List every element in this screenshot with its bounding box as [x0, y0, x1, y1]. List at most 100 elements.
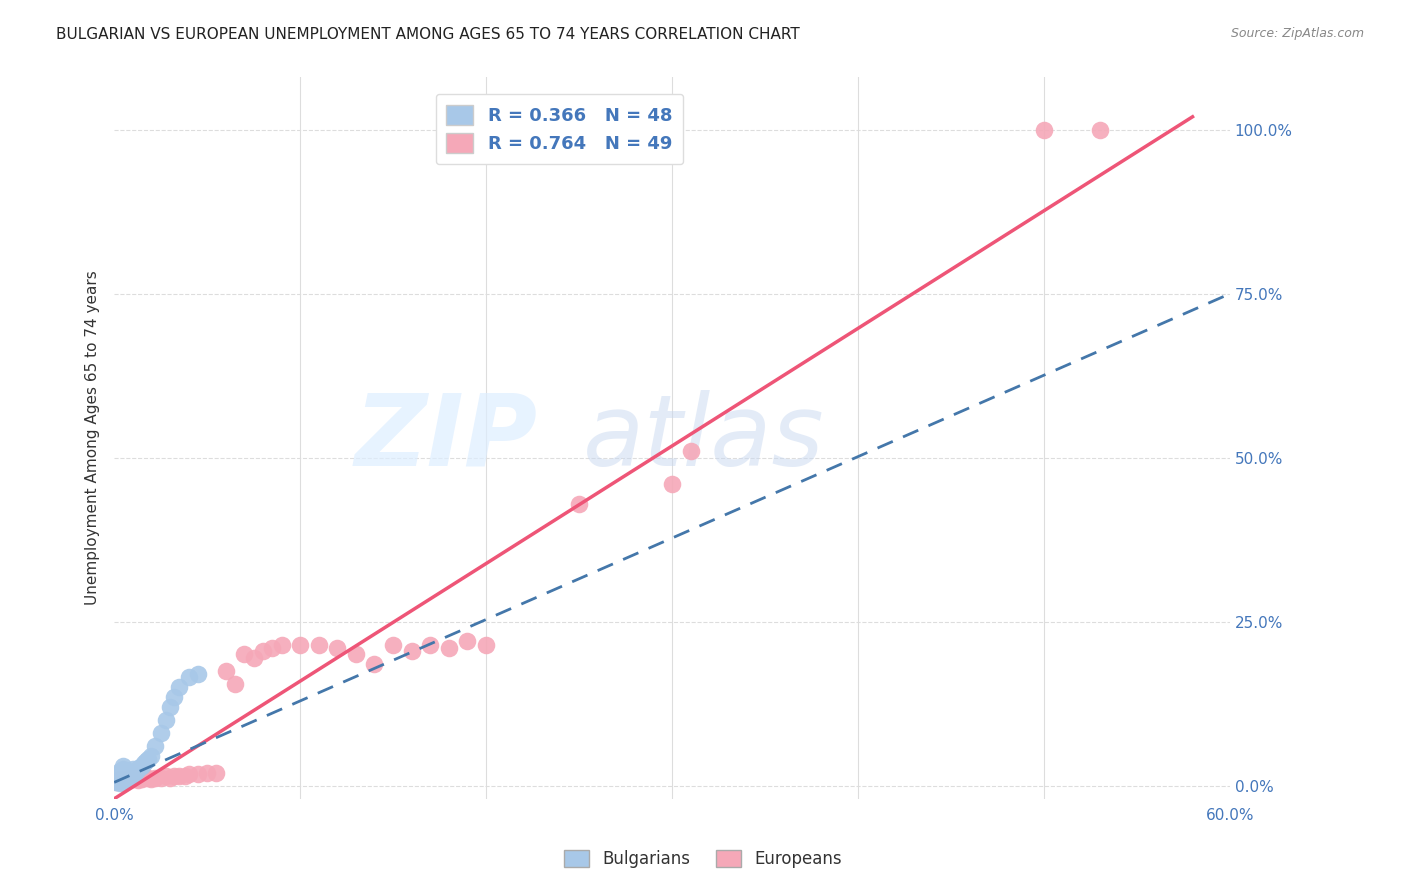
Point	[112, 772, 135, 786]
Point	[242, 650, 264, 665]
Text: BULGARIAN VS EUROPEAN UNEMPLOYMENT AMONG AGES 65 TO 74 YEARS CORRELATION CHART: BULGARIAN VS EUROPEAN UNEMPLOYMENT AMONG…	[56, 27, 800, 42]
Point	[163, 769, 186, 783]
Point	[224, 677, 246, 691]
Point	[125, 764, 148, 779]
Y-axis label: Unemployment Among Ages 65 to 74 years: Unemployment Among Ages 65 to 74 years	[86, 271, 100, 606]
Point	[114, 765, 136, 780]
Legend: Bulgarians, Europeans: Bulgarians, Europeans	[558, 843, 848, 875]
Point	[112, 759, 135, 773]
Point	[132, 756, 155, 770]
Point	[205, 765, 228, 780]
Point	[114, 770, 136, 784]
Point	[105, 772, 128, 786]
Point	[107, 775, 129, 789]
Point	[115, 769, 138, 783]
Text: ZIP: ZIP	[356, 390, 538, 487]
Point	[456, 634, 478, 648]
Point	[167, 769, 190, 783]
Point	[167, 680, 190, 694]
Point	[326, 640, 349, 655]
Point	[108, 766, 131, 780]
Point	[118, 767, 141, 781]
Point	[215, 664, 238, 678]
Point	[262, 640, 284, 655]
Point	[124, 765, 146, 780]
Point	[108, 772, 131, 787]
Legend: R = 0.366   N = 48, R = 0.764   N = 49: R = 0.366 N = 48, R = 0.764 N = 49	[436, 94, 683, 164]
Point	[111, 768, 134, 782]
Point	[111, 774, 134, 789]
Point	[105, 775, 128, 789]
Point	[177, 670, 200, 684]
Point	[288, 638, 311, 652]
Point	[121, 767, 143, 781]
Point	[159, 771, 181, 785]
Point	[105, 769, 128, 783]
Point	[173, 769, 195, 783]
Point	[679, 444, 702, 458]
Point	[163, 690, 186, 705]
Point	[112, 769, 135, 783]
Point	[127, 762, 149, 776]
Point	[108, 776, 131, 790]
Point	[135, 754, 157, 768]
Point	[177, 767, 200, 781]
Point	[120, 772, 142, 786]
Point	[121, 772, 143, 786]
Point	[252, 644, 274, 658]
Point	[155, 769, 177, 783]
Point	[131, 772, 153, 786]
Point	[107, 773, 129, 788]
Text: Source: ZipAtlas.com: Source: ZipAtlas.com	[1230, 27, 1364, 40]
Point	[105, 775, 128, 789]
Point	[118, 771, 141, 785]
Point	[111, 765, 134, 780]
Point	[270, 638, 292, 652]
Point	[308, 638, 330, 652]
Point	[121, 762, 143, 776]
Point	[118, 771, 141, 785]
Point	[108, 772, 131, 786]
Point	[136, 752, 159, 766]
Point	[112, 772, 135, 786]
Point	[108, 769, 131, 783]
Point	[129, 760, 152, 774]
Text: atlas: atlas	[582, 390, 824, 487]
Point	[114, 773, 136, 788]
Point	[115, 772, 138, 786]
Point	[233, 648, 256, 662]
Point	[112, 762, 135, 776]
Point	[475, 638, 498, 652]
Point	[136, 771, 159, 785]
Point	[108, 764, 131, 779]
Point	[107, 773, 129, 788]
Point	[114, 773, 136, 788]
Point	[159, 700, 181, 714]
Point	[111, 773, 134, 788]
Point	[1088, 123, 1111, 137]
Point	[111, 772, 134, 786]
Point	[344, 648, 367, 662]
Point	[131, 759, 153, 773]
Point	[187, 767, 209, 781]
Point	[195, 765, 218, 780]
Point	[143, 771, 166, 785]
Point	[141, 749, 163, 764]
Point	[1032, 123, 1054, 137]
Point	[127, 773, 149, 788]
Point	[125, 771, 148, 785]
Point	[401, 644, 423, 658]
Point	[187, 667, 209, 681]
Point	[141, 772, 163, 786]
Point	[363, 657, 385, 672]
Point	[120, 769, 142, 783]
Point	[107, 767, 129, 781]
Point	[149, 771, 172, 785]
Point	[112, 775, 135, 789]
Point	[568, 497, 591, 511]
Point	[115, 772, 138, 786]
Point	[149, 726, 172, 740]
Point	[155, 713, 177, 727]
Point	[107, 771, 129, 785]
Point	[143, 739, 166, 754]
